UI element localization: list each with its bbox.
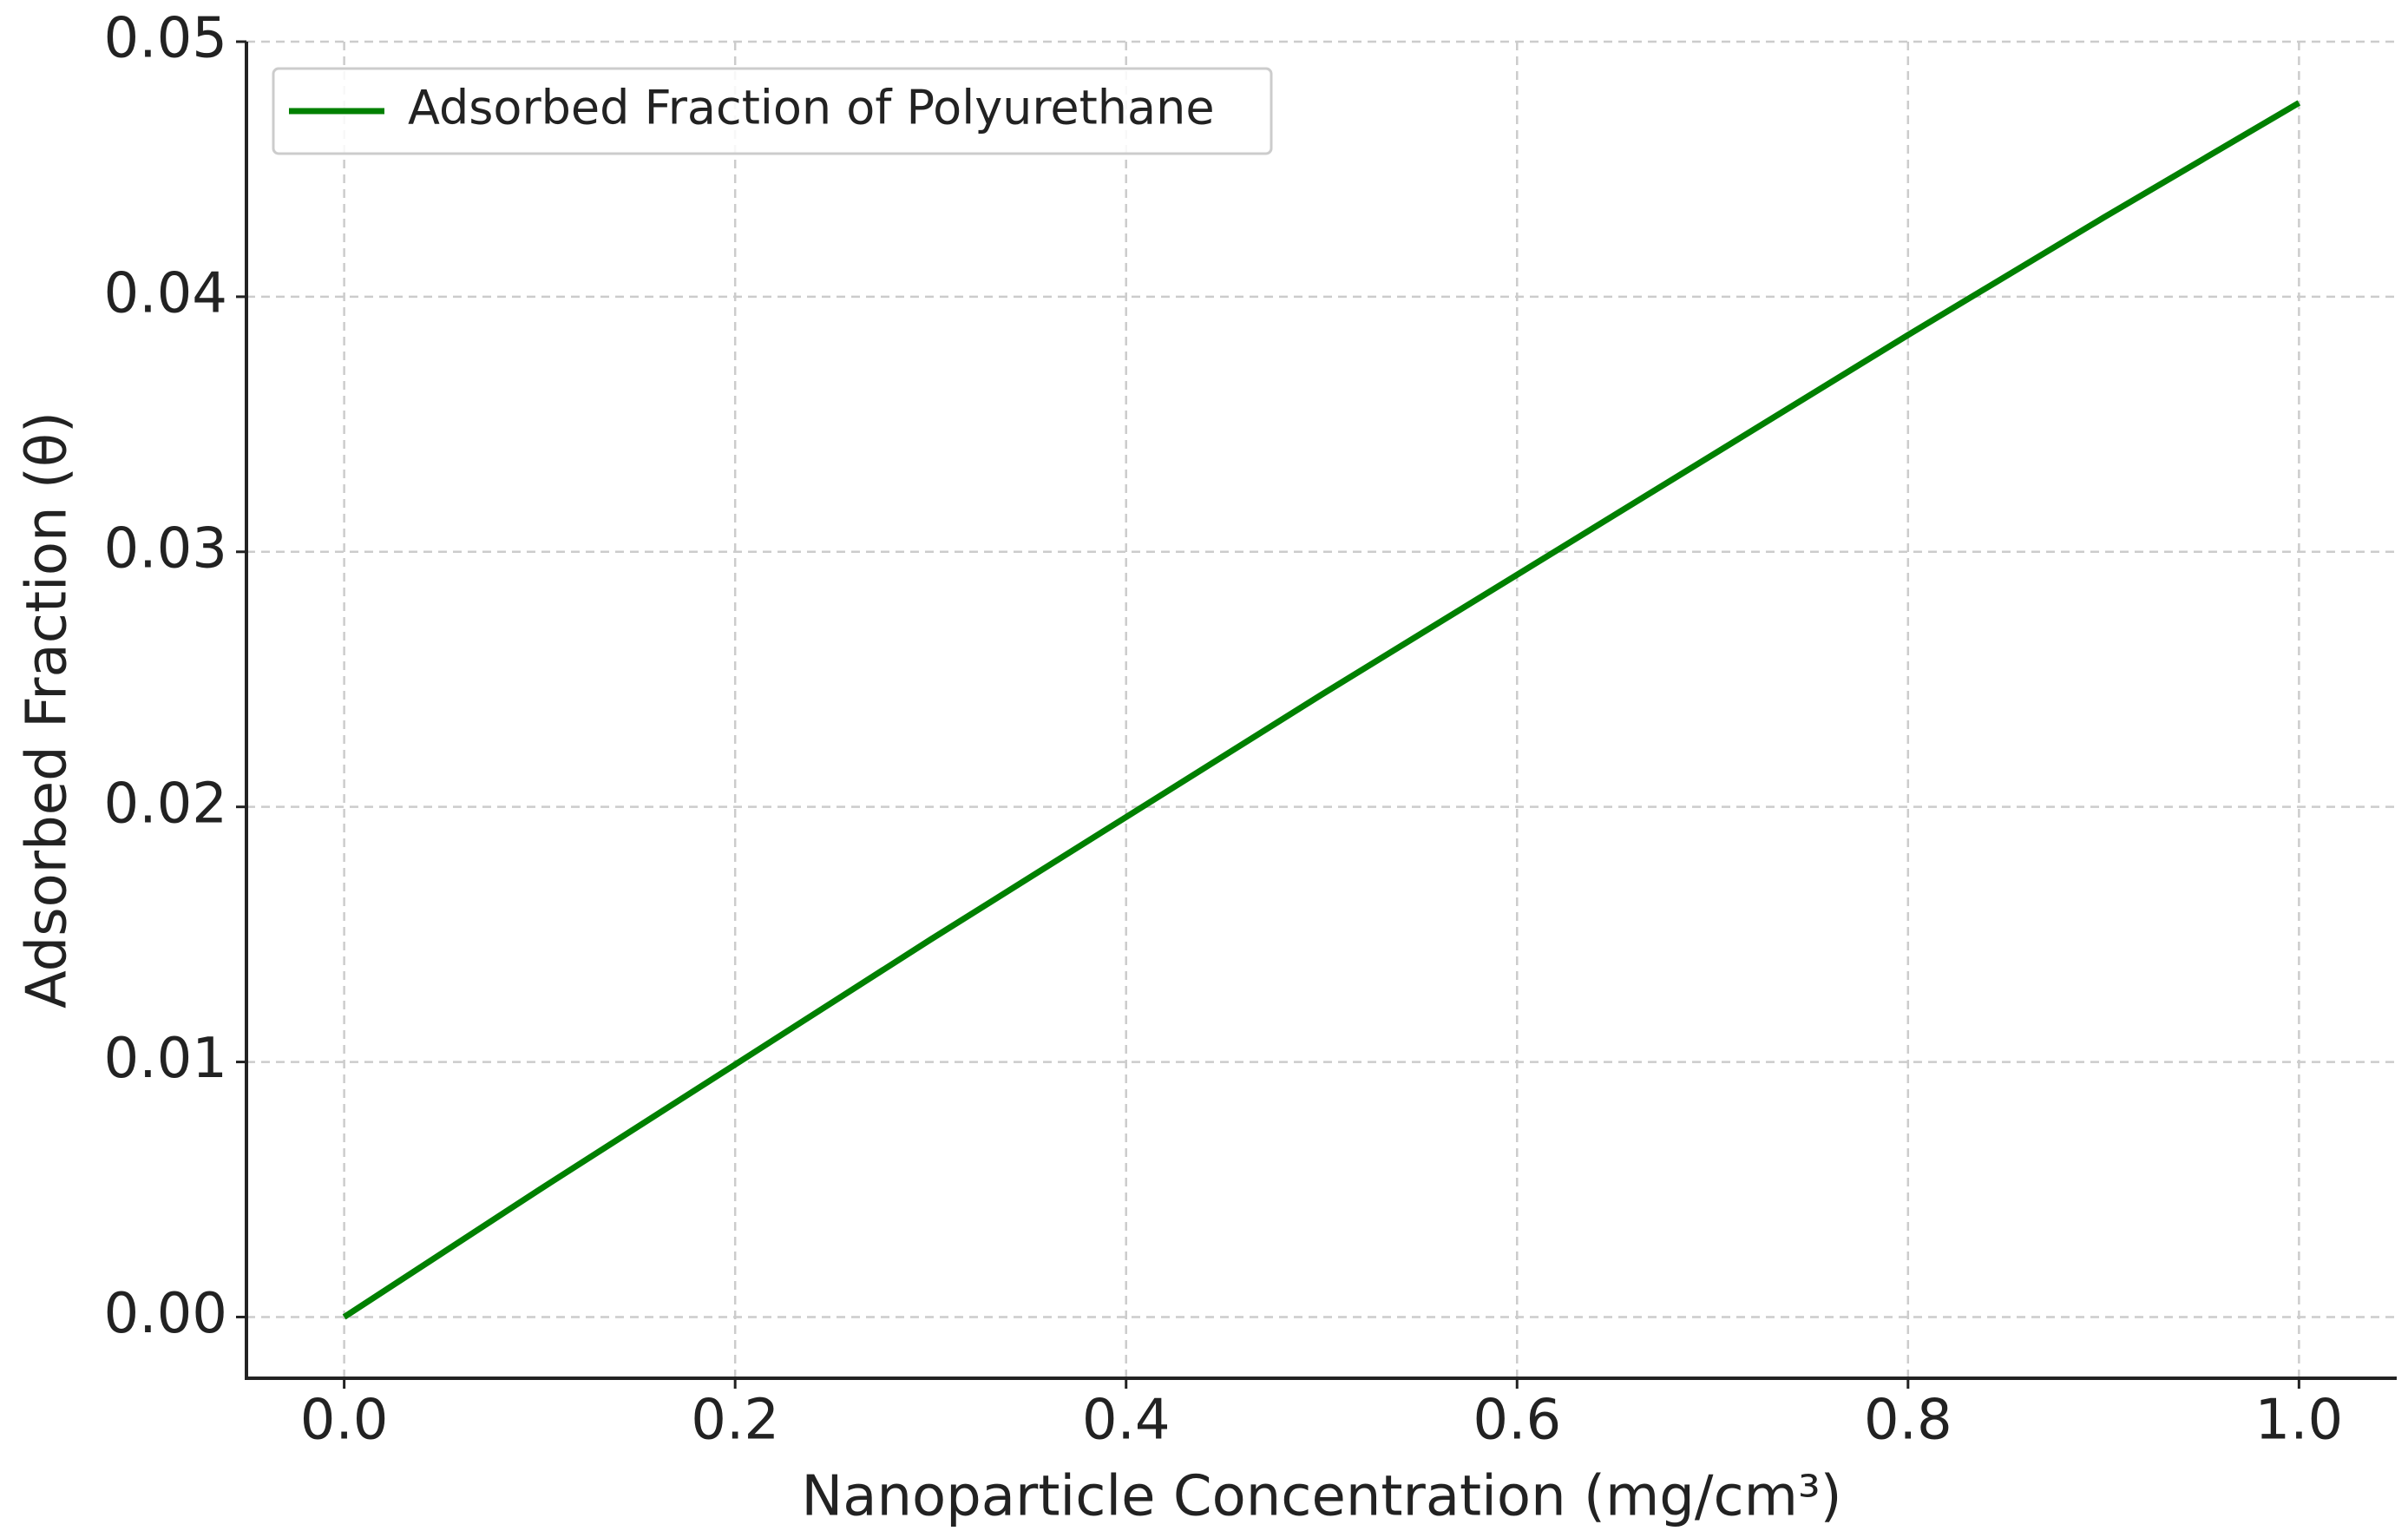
legend-label: Adsorbed Fraction of Polyurethane <box>408 81 1215 135</box>
x-tick-label: 0.2 <box>691 1389 779 1453</box>
y-axis-label: Adsorbed Fraction (θ) <box>16 411 80 1009</box>
y-tick-label: 0.05 <box>104 7 228 71</box>
x-tick-label: 0.4 <box>1082 1389 1171 1453</box>
x-axis-label: Nanoparticle Concentration (mg/cm³) <box>801 1465 1841 1529</box>
x-tick-label: 0.6 <box>1473 1389 1561 1453</box>
y-tick-label: 0.00 <box>104 1282 228 1346</box>
legend-box <box>272 67 1273 155</box>
y-tick-label: 0.01 <box>104 1027 228 1091</box>
y-tick-label: 0.03 <box>104 516 228 581</box>
y-tick-label: 0.04 <box>104 261 228 325</box>
data-line <box>342 100 2301 1320</box>
x-tick-label: 0.8 <box>1864 1389 1952 1453</box>
x-tick-label: 0.0 <box>300 1389 389 1453</box>
x-tick-label: 1.0 <box>2254 1389 2343 1453</box>
y-tick-label: 0.02 <box>104 772 228 836</box>
